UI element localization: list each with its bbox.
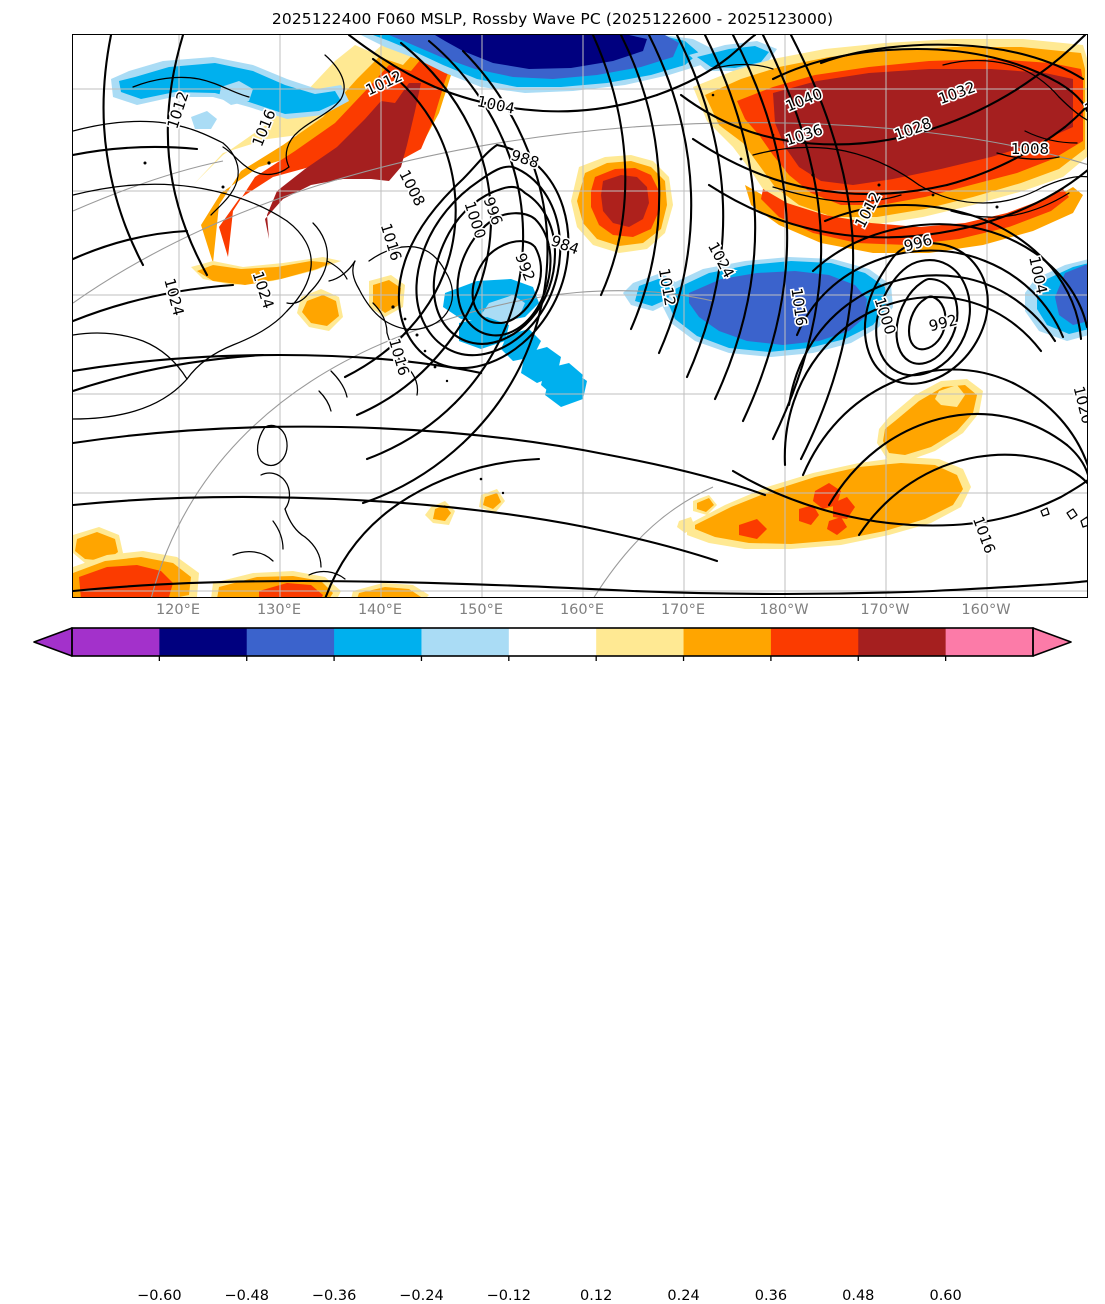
map-canvas: 1012101610121004100810169881000996984992… <box>73 35 1088 598</box>
colorbar-band-9 <box>858 628 946 656</box>
colorbar-tick-4: −0.12 <box>487 1288 531 1304</box>
colorbar-band-0 <box>72 628 160 656</box>
colorbar-band-1 <box>159 628 247 656</box>
colorbar-band-3 <box>334 628 422 656</box>
colorbar-tick-8: 0.48 <box>842 1288 874 1304</box>
contour-label: 984 <box>548 232 581 259</box>
lon-tick-180: 180°W <box>759 602 808 618</box>
colorbar-tick-0: −0.60 <box>137 1288 181 1304</box>
colorbar-tick-5: 0.12 <box>580 1288 612 1304</box>
lon-tick-150: 150°E <box>459 602 503 618</box>
colorbar-band-2 <box>247 628 335 656</box>
colorbar-band-5 <box>509 628 597 656</box>
lon-tick-170: 170°E <box>661 602 705 618</box>
colorbar-band-7 <box>684 628 772 656</box>
colorbar-over-arrow <box>1033 628 1071 656</box>
colorbar-band-8 <box>771 628 859 656</box>
contour-label: 1008 <box>395 167 428 209</box>
colorbar-swatches <box>0 622 1105 662</box>
lon-tick--170: 170°W <box>860 602 909 618</box>
colorbar-band-6 <box>596 628 684 656</box>
contour-label: 1008 <box>1011 140 1049 158</box>
lon-tick-160: 160°E <box>560 602 604 618</box>
colorbar-tick-6: 0.24 <box>667 1288 699 1304</box>
colorbar-tick-1: −0.48 <box>225 1288 269 1304</box>
colorbar-under-arrow <box>34 628 72 656</box>
contour-label: 1024 <box>160 276 187 318</box>
lon-tick--160: 160°W <box>961 602 1010 618</box>
colorbar-tick-7: 0.36 <box>755 1288 787 1304</box>
lon-tick-140: 140°E <box>358 602 402 618</box>
colorbar-tick-9: 0.60 <box>929 1288 961 1304</box>
colorbar-band-4 <box>421 628 509 656</box>
colorbar-tick-3: −0.24 <box>399 1288 443 1304</box>
colorbar-tick-2: −0.36 <box>312 1288 356 1304</box>
contour-label: 1016 <box>385 336 413 378</box>
colorbar-band-10 <box>946 628 1034 656</box>
page-title: 2025122400 F060 MSLP, Rossby Wave PC (20… <box>0 10 1105 28</box>
lon-tick-120: 120°E <box>156 602 200 618</box>
lon-tick-130: 130°E <box>257 602 301 618</box>
contour-label: 1020 <box>1070 384 1088 425</box>
